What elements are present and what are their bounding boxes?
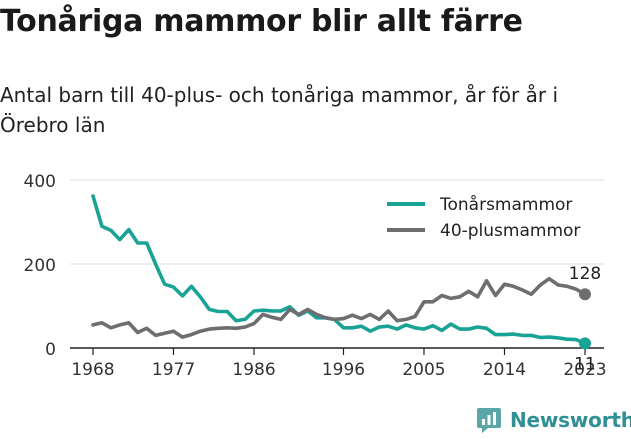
y-tick-label: 400: [24, 172, 56, 192]
y-tick-label: 200: [24, 256, 56, 276]
legend: Tonårsmammor 40-plusmammor: [387, 194, 580, 241]
brand-logo[interactable]: Newsworthy: [476, 406, 631, 434]
x-axis: 1968 1977 1986 1996 2005 2014 2023: [70, 347, 607, 380]
x-tick-label: 1986: [232, 360, 275, 380]
newsworthy-logo-icon: [477, 408, 501, 433]
legend-label-0: Tonårsmammor: [439, 194, 572, 215]
y-axis-tick-labels: 0 200 400: [24, 172, 56, 360]
x-tick-label: 2005: [402, 360, 445, 380]
series-line-0: [91, 194, 587, 346]
chart-title: Tonåriga mammor blir allt färre: [0, 4, 523, 39]
series-line-1: [91, 276, 587, 339]
x-tick-label: 1996: [322, 360, 365, 380]
brand-name: Newsworthy: [510, 408, 631, 432]
chart-subtitle: Antal barn till 40-plus- och tonåriga ma…: [0, 83, 559, 137]
series-end-point-1: [579, 288, 591, 301]
x-tick-label: 1977: [152, 360, 195, 380]
gridlines: [70, 179, 604, 265]
x-tick-label: 2014: [483, 360, 526, 380]
series-end-label-0: 11: [574, 354, 596, 374]
series-end-point-0: [579, 337, 591, 350]
series-end-label-1: 128: [569, 264, 601, 284]
x-tick-label: 2023: [563, 360, 606, 380]
x-tick-label: 1968: [71, 360, 114, 380]
y-tick-label: 0: [45, 340, 56, 360]
series-lines: 11 128: [91, 194, 601, 374]
legend-label-1: 40-plusmammor: [440, 221, 580, 241]
